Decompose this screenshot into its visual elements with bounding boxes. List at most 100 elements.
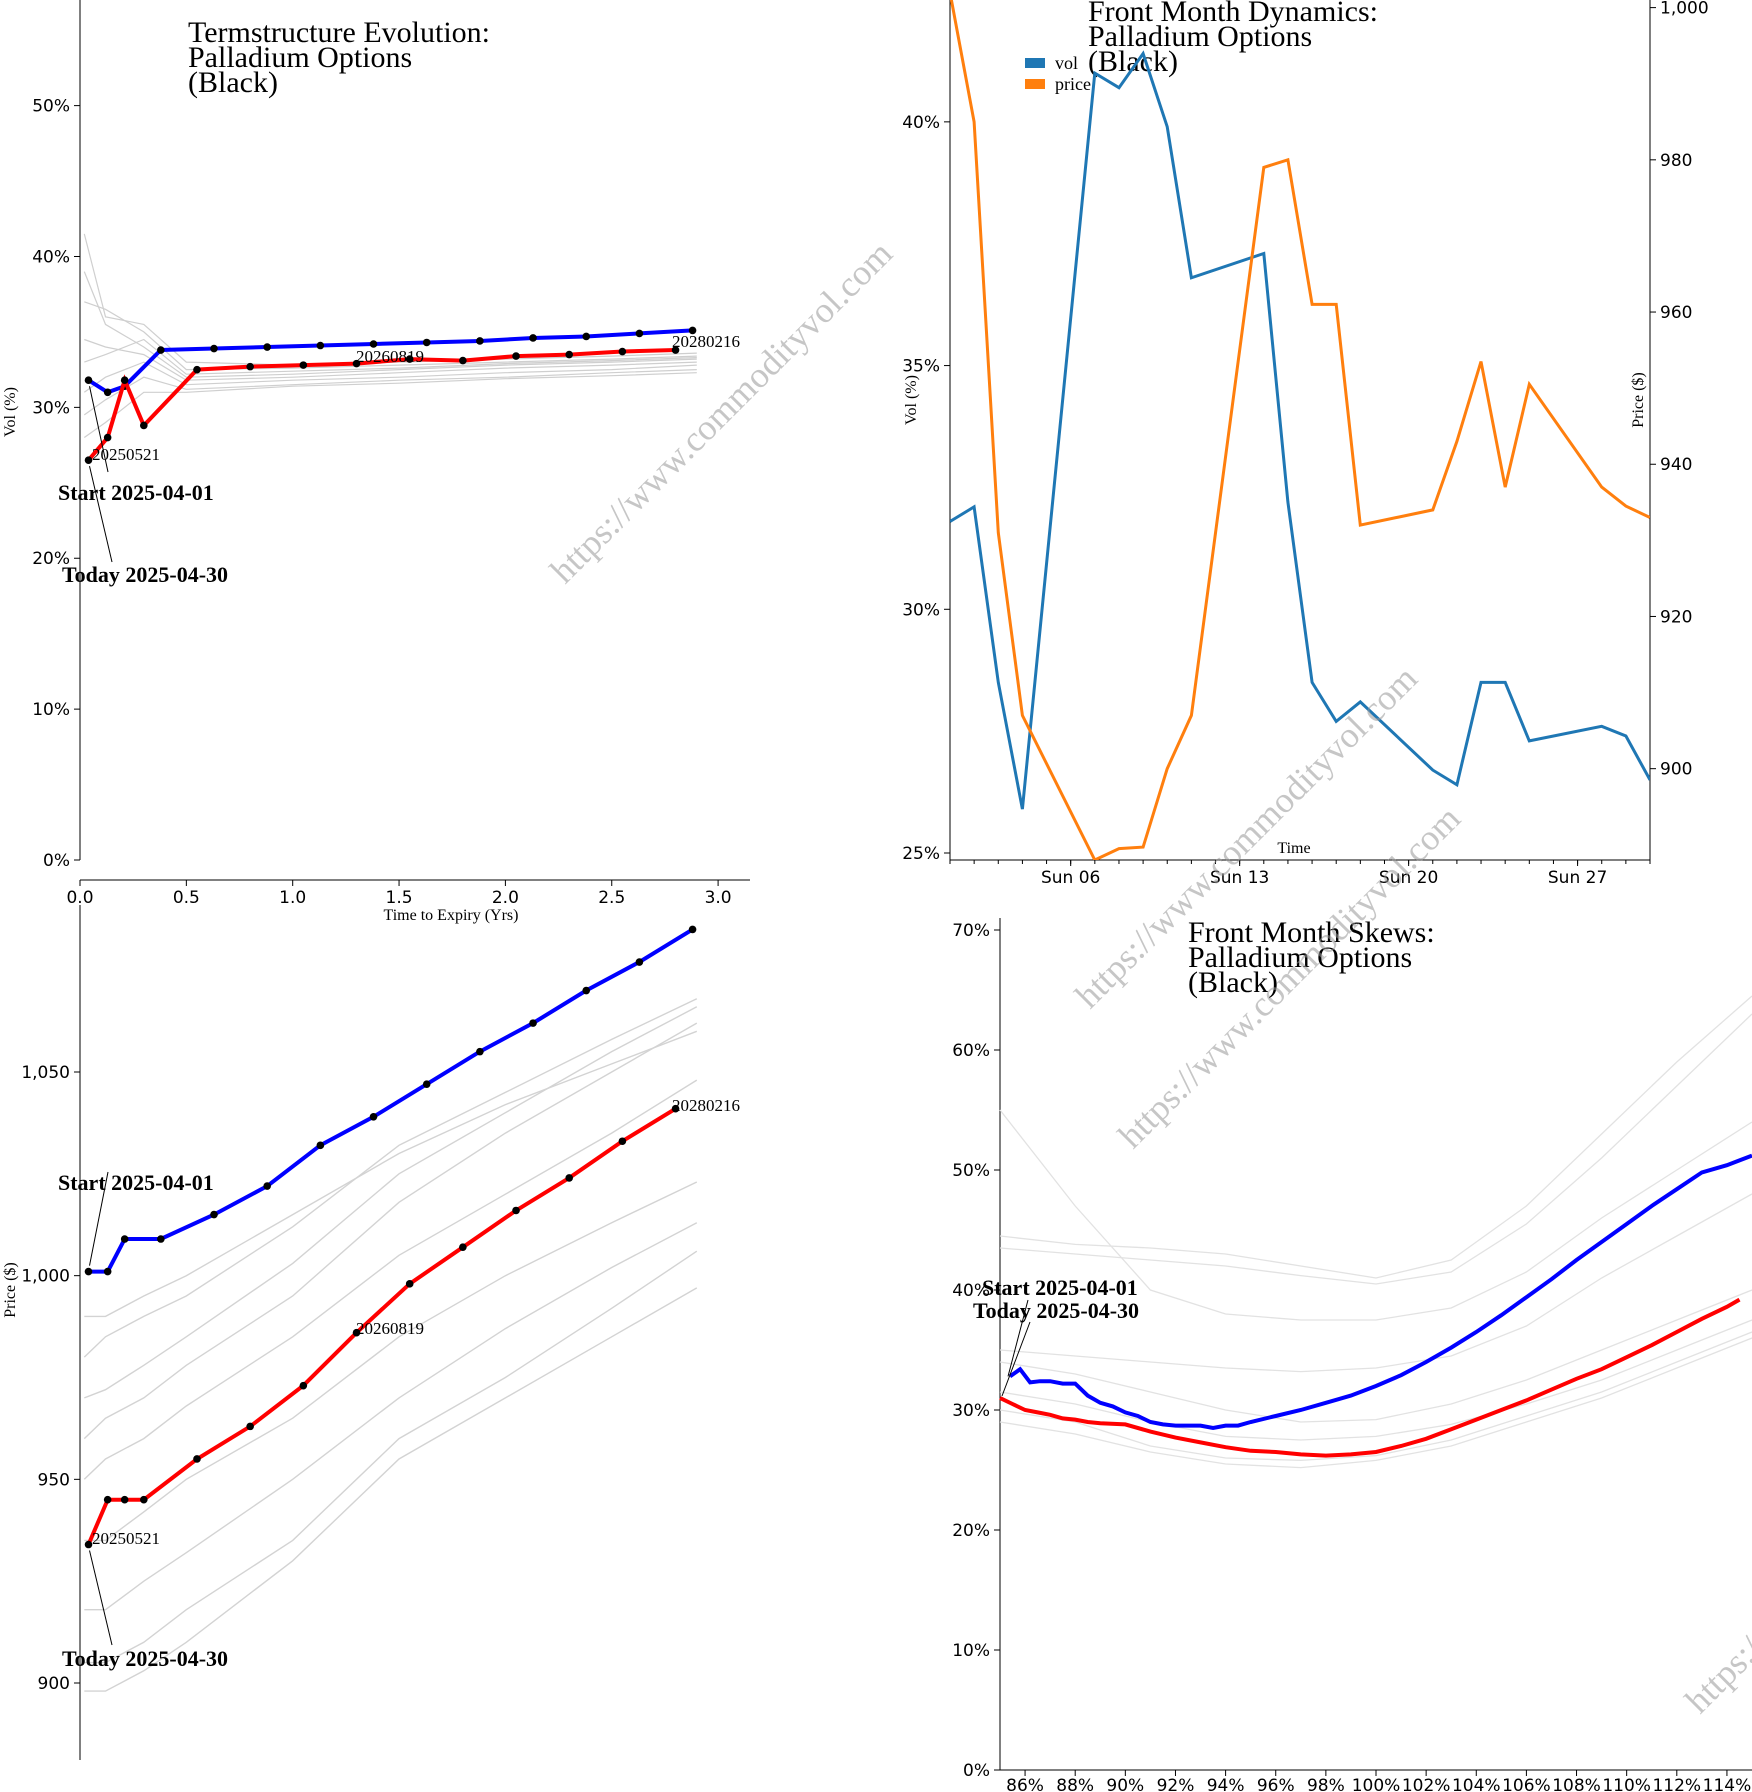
skew-history-line — [999, 1319, 1752, 1441]
fmd-vol-line — [950, 50, 1650, 810]
price-term-history-line — [84, 1006, 698, 1399]
price-term-today-annotation: Today 2025-04-30 — [62, 1646, 228, 1671]
skew-start-arrow — [1007, 1299, 1029, 1377]
term-today-line — [86, 348, 676, 462]
price-term-start-point — [582, 986, 591, 995]
term-start-point — [84, 376, 93, 385]
skew-y-tick-label: 70% — [952, 921, 990, 941]
term-x-tick-label: 1.0 — [279, 888, 306, 908]
legend-label-vol: vol — [1055, 53, 1078, 73]
skew-today-line — [999, 1297, 1741, 1458]
term-x-tick-label: 1.5 — [386, 888, 413, 908]
term-contract-first: 20250521 — [92, 445, 160, 464]
price-term-plot: 900 950 1,000 1,050 Start 2025-04-01 Today 20… — [21, 905, 740, 1760]
fmd-y2-tick-label: 920 — [1660, 607, 1692, 627]
skew-x-tick-label: 100% — [1352, 1776, 1401, 1792]
price-term-start-point — [422, 1080, 431, 1089]
term-today-annotation: Today 2025-04-30 — [62, 562, 228, 587]
fmd-title-line-1: Front Month Dynamics: — [1088, 0, 1378, 28]
fmd-y-tick-label: 25% — [902, 844, 940, 864]
term-y-tick-label: 10% — [32, 700, 70, 720]
skew-today-arrow — [1001, 1321, 1031, 1397]
term-y-tick-label: 0% — [43, 851, 70, 871]
fmd-y2-tick-label: 940 — [1660, 455, 1692, 475]
term-start-point — [582, 332, 591, 341]
skew-plot: 0% 10% 20% 30% 40% 50% 60% 70% 86% 88% 90% 92% 94% 96… — [952, 918, 1752, 1792]
fmd-price-line — [950, 0, 1650, 860]
term-y-tick-label: 20% — [32, 549, 70, 569]
price-term-history-line — [84, 1030, 698, 1318]
skew-history-line — [999, 1193, 1752, 1373]
skew-history-line — [999, 1013, 1752, 1285]
term-ylabel: Vol (%) — [2, 387, 19, 437]
price-term-history-line — [84, 1222, 698, 1611]
price-term-contract-last: 20280216 — [672, 1096, 740, 1115]
skew-y-tick-label: 50% — [952, 1161, 990, 1181]
term-x-tick-label: 3.0 — [705, 888, 732, 908]
term-today-point — [193, 365, 201, 374]
term-start-line — [87, 328, 693, 395]
fmd-y2-tick-label: 980 — [1660, 151, 1692, 171]
skew-x-tick-label: 98% — [1307, 1776, 1345, 1792]
term-today-point — [103, 433, 112, 442]
price-term-today-point — [103, 1495, 112, 1504]
price-term-today-arrow — [89, 1550, 113, 1646]
term-today-point — [405, 355, 414, 363]
term-contract-mid: 20260819 — [356, 347, 424, 366]
term-start-point — [422, 338, 431, 347]
price-term-history-line — [84, 1181, 698, 1542]
skew-title-line-3: (Black) — [1188, 966, 1278, 999]
skew-today-annotation: Today 2025-04-30 — [973, 1298, 1139, 1323]
price-term-start-point — [210, 1210, 218, 1219]
skew-y-tick-label: 30% — [952, 1401, 990, 1421]
term-today-point — [618, 347, 627, 356]
skew-x-tick-label: 92% — [1157, 1776, 1195, 1792]
fmd-y2-tick-label: 1,000 — [1660, 0, 1709, 19]
skew-y-tick-label: 40% — [952, 1281, 990, 1301]
price-term-start-point — [688, 925, 697, 934]
price-term-start-line — [88, 927, 694, 1274]
price-term-today-point — [246, 1422, 254, 1431]
skew-y-tick-label: 0% — [963, 1761, 990, 1781]
price-term-start-point — [529, 1019, 537, 1027]
skew-x-tick-label: 90% — [1106, 1776, 1144, 1792]
term-start-point — [263, 343, 271, 351]
price-term-start-point — [369, 1113, 378, 1121]
term-start-point — [529, 334, 537, 342]
price-term-start-arrow — [89, 1171, 109, 1266]
fmd-y-tick-label: 35% — [902, 357, 940, 377]
term-start-point — [369, 340, 378, 348]
fmd-legend: vol price — [1025, 53, 1091, 94]
term-start-point — [103, 388, 112, 397]
price-term-today-point — [120, 1495, 129, 1504]
term-today-point — [459, 356, 467, 365]
price-term-start-annotation: Start 2025-04-01 — [58, 1170, 214, 1195]
price-term-today-point — [84, 1540, 93, 1549]
fmd-y2-tick-label: 960 — [1660, 303, 1692, 323]
skew-x-tick-label: 108% — [1552, 1776, 1601, 1792]
term-start-point — [157, 346, 165, 354]
fmd-x-tick-label: Sun 20 — [1379, 868, 1438, 888]
term-xlabel: Time to Expiry (Yrs) — [384, 907, 519, 924]
term-today-point — [671, 346, 680, 354]
price-term-today-point — [352, 1328, 361, 1337]
price-term-y-tick-label: 900 — [38, 1674, 70, 1694]
term-today-point — [120, 376, 129, 385]
price-term-today-point — [405, 1280, 414, 1288]
term-x-tick-label: 2.0 — [492, 888, 519, 908]
fmd-y-tick-label: 40% — [902, 113, 940, 133]
skew-x-tick-label: 112% — [1652, 1776, 1701, 1792]
fmd-x-tick-label: Sun 27 — [1548, 868, 1607, 888]
term-start-point — [210, 344, 218, 353]
fmd-title-line-2: Palladium Options — [1088, 20, 1312, 53]
term-today-point — [352, 359, 361, 368]
term-title-line-3: (Black) — [188, 66, 278, 99]
price-term-today-point — [565, 1174, 574, 1182]
price-term-start-point — [263, 1182, 271, 1190]
fmd-plot: 25% 30% 35% 40% 900 920 940 960 980 1,000 Sun 06 Su… — [902, 0, 1709, 888]
term-x-tick-label: 0.0 — [66, 888, 93, 908]
skew-y-tick-label: 10% — [952, 1641, 990, 1661]
fmd-x-tick-label: Sun 13 — [1210, 868, 1269, 888]
skew-x-tick-label: 94% — [1207, 1776, 1245, 1792]
legend-label-price: price — [1055, 74, 1091, 94]
